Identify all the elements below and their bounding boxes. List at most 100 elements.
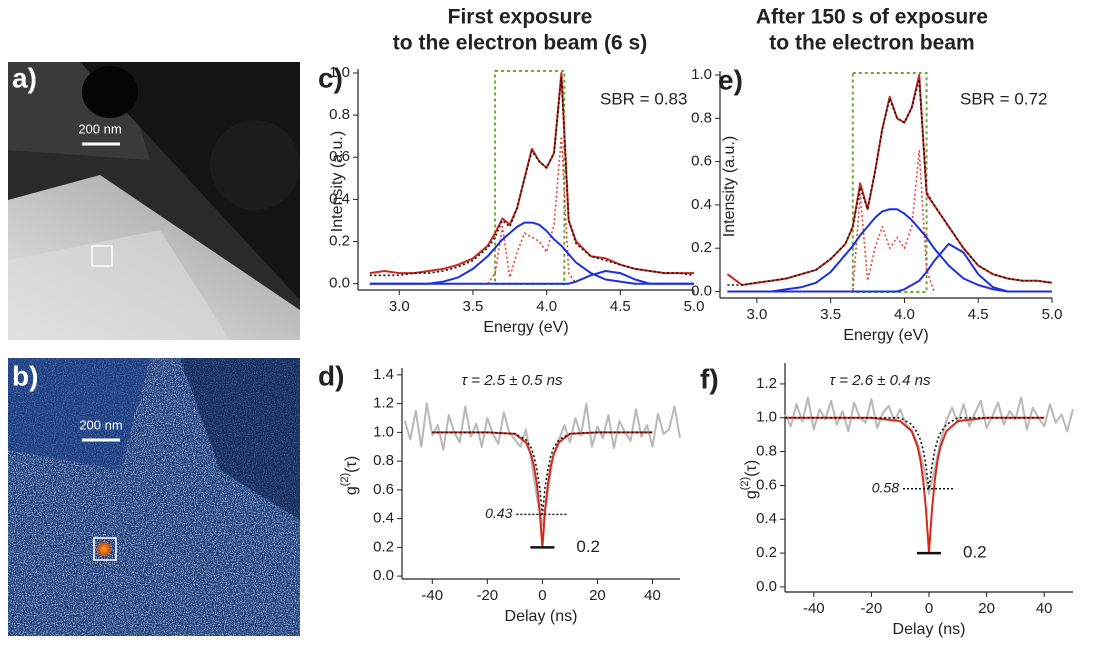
x-tick-label: 3.5	[820, 306, 841, 323]
y-tick-label: 0.6	[329, 148, 350, 165]
y-tick-label: 0.0	[329, 275, 350, 292]
window-box	[494, 70, 566, 285]
y-tick-label: 0.0	[373, 567, 394, 584]
line-series	[369, 270, 694, 285]
y-axis-label: Intensity (a.u.)	[329, 131, 346, 232]
x-axis-label: Energy (eV)	[483, 319, 568, 336]
panel-label: d)	[318, 360, 344, 391]
y-tick-label: 0.2	[373, 538, 394, 555]
x-axis-label: Delay (ns)	[505, 608, 578, 625]
scale-bar-label: 200 nm	[79, 417, 122, 432]
x-tick-label: 0	[538, 587, 546, 604]
x-tick-label: 4.0	[894, 306, 915, 323]
y-tick-label: 1.0	[329, 64, 350, 81]
x-tick-label: -40	[803, 600, 825, 617]
line-series	[432, 431, 653, 516]
line-series	[727, 78, 1053, 286]
y-axis-label: g(2)(τ)	[339, 456, 360, 495]
y-tick-label: 1.2	[756, 375, 777, 392]
y-axis-label: g(2)(τ)	[739, 460, 760, 499]
micrograph-b	[8, 358, 300, 636]
y-tick-label: 0.4	[756, 510, 777, 527]
y-tick-label: 1.4	[373, 366, 394, 383]
chart: 3.0 3.5 4.0 4.5 5.0 0.0 0.2 0.4 0.6 0.8 1.0 e) Energ…	[691, 64, 1062, 344]
line-series	[784, 396, 1074, 495]
y-tick-label: 0.8	[329, 106, 350, 123]
y-tick-label: 0.2	[329, 233, 350, 250]
line-series	[785, 417, 1045, 490]
line-series	[369, 221, 694, 285]
chart: 3.0 3.5 4.0 4.5 5.0 0.0 0.2 0.4 0.6 0.8 1.0c) Energ…	[318, 62, 704, 336]
y-tick-label: 0.6	[373, 481, 394, 498]
fit-minimum-label: 0.43	[485, 505, 512, 521]
x-tick-label: 4.0	[536, 298, 557, 315]
x-tick-label: 3.5	[463, 298, 484, 315]
x-tick-label: 20	[978, 600, 995, 617]
column-title: to the electron beam	[769, 32, 974, 55]
x-tick-label: -20	[476, 587, 498, 604]
y-tick-label: 0.4	[691, 196, 712, 213]
x-tick-label: 3.0	[746, 306, 767, 323]
y-label-base: g	[743, 490, 760, 499]
line-series	[487, 135, 577, 285]
y-tick-label: 0.6	[756, 476, 777, 493]
y-tick-label: 0.0	[756, 578, 777, 595]
x-tick-label: 4.5	[968, 306, 989, 323]
y-tick-label: 0.4	[373, 510, 394, 527]
line-series	[845, 150, 935, 293]
x-tick-label: -40	[421, 587, 443, 604]
x-tick-label: 40	[644, 587, 661, 604]
line-series	[727, 208, 1052, 293]
annotation: SBR = 0.83	[600, 89, 687, 108]
y-tick-label: 0.8	[373, 452, 394, 469]
annotation: SBR = 0.72	[960, 89, 1047, 108]
x-tick-label: 20	[589, 587, 606, 604]
window-box	[851, 72, 928, 293]
line-series	[785, 416, 1045, 555]
column-title: to the electron beam (6 s)	[393, 32, 647, 55]
y-label-argument: (τ)	[343, 456, 360, 473]
annotation: τ = 2.6 ± 0.4 ns	[830, 372, 931, 389]
y-label-superscript: (2)	[739, 477, 751, 490]
column-title: First exposure	[448, 6, 593, 29]
model-minimum-label: 0.2	[963, 543, 987, 562]
line-series	[369, 76, 695, 277]
line-series	[432, 431, 653, 549]
chart: -40 -20 0 20 40 0.0 0.2 0.4 0.6 0.8 1.0 1.2 1.4 d) Del…	[318, 360, 681, 625]
x-tick-label: 5.0	[1042, 306, 1063, 323]
x-tick-label: 3.0	[389, 298, 410, 315]
x-tick-label: 5.0	[684, 298, 705, 315]
line-series	[727, 242, 1052, 293]
line-series	[369, 72, 694, 275]
y-label-argument: (τ)	[743, 460, 760, 477]
y-label-superscript: (2)	[339, 473, 351, 486]
y-tick-label: 1.0	[373, 423, 394, 440]
annotation: τ = 2.5 ± 0.5 ns	[462, 372, 563, 389]
x-axis-label: Energy (eV)	[843, 327, 928, 344]
x-tick-label: 0	[925, 600, 933, 617]
y-tick-label: 0.2	[691, 239, 712, 256]
fit-minimum-label: 0.58	[872, 480, 899, 496]
y-tick-label: 1.2	[373, 395, 394, 412]
panel-label: e)	[718, 64, 743, 95]
y-tick-label: 0.8	[691, 109, 712, 126]
x-tick-label: 4.5	[610, 298, 631, 315]
column-title: After 150 s of exposure	[756, 6, 988, 29]
panel-label: c)	[318, 62, 343, 93]
chart: -40 -20 0 20 40 0.0 0.2 0.4 0.6 0.8 1.0 1.2 f) Delay …	[700, 363, 1074, 638]
y-tick-label: 0.8	[756, 443, 777, 460]
micrograph-a	[8, 62, 300, 340]
y-axis-label: Intensity (a.u.)	[721, 136, 738, 237]
y-tick-label: 0.6	[691, 153, 712, 170]
model-minimum-label: 0.2	[576, 537, 600, 556]
y-tick-label: 0.2	[756, 544, 777, 561]
x-tick-label: 40	[1036, 600, 1053, 617]
scale-bar-label: 200 nm	[78, 121, 121, 136]
x-axis-label: Delay (ns)	[893, 621, 966, 638]
panel-label: f)	[700, 363, 719, 394]
x-tick-label: -20	[861, 600, 883, 617]
panel-label: a)	[12, 62, 37, 93]
y-tick-label: 0.0	[691, 282, 712, 299]
y-tick-label: 0.4	[329, 190, 350, 207]
